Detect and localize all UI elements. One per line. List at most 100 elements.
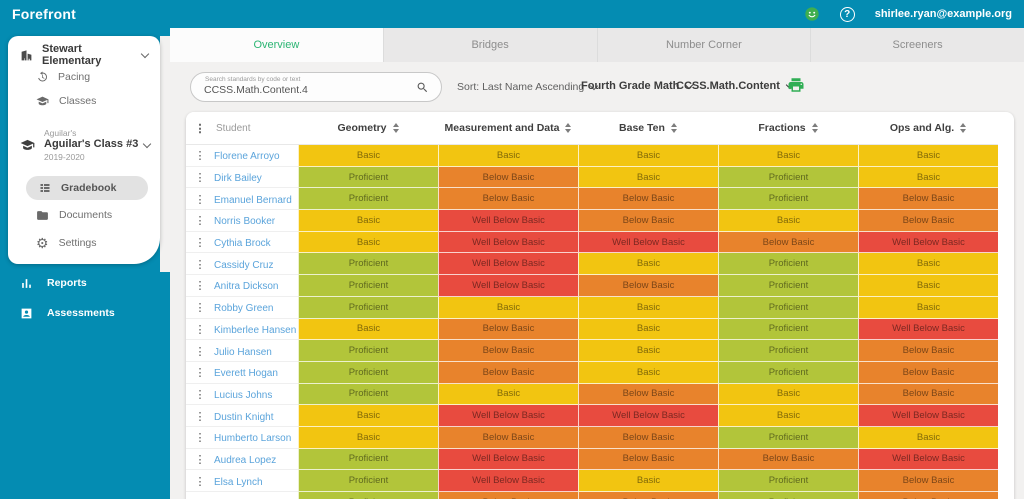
standards-search-input[interactable] <box>204 84 404 96</box>
tab-screeners[interactable]: Screeners <box>810 28 1024 62</box>
score-cell[interactable]: Basic <box>718 383 858 406</box>
score-cell[interactable]: Well Below Basic <box>578 405 718 427</box>
sort-unfold-icon[interactable] <box>960 123 967 133</box>
row-menu-icon[interactable]: ⋮ <box>194 345 206 358</box>
score-cell[interactable]: Basic <box>578 361 718 384</box>
score-cell[interactable]: Below Basic <box>578 210 718 232</box>
score-cell[interactable]: Proficient <box>718 470 858 492</box>
sort-unfold-icon[interactable] <box>670 123 677 133</box>
chat-status-icon[interactable] <box>804 6 820 22</box>
score-cell[interactable]: Well Below Basic <box>578 231 718 254</box>
score-cell[interactable]: Well Below Basic <box>438 253 578 276</box>
score-cell[interactable]: Proficient <box>298 296 438 319</box>
score-cell[interactable]: Well Below Basic <box>438 275 578 297</box>
tab-bridges[interactable]: Bridges <box>382 28 597 62</box>
student-link[interactable]: Elsa Lynch <box>214 476 263 488</box>
score-cell[interactable]: Proficient <box>718 296 858 319</box>
score-cell[interactable]: Basic <box>298 231 438 254</box>
score-cell[interactable]: Basic <box>298 145 438 167</box>
column-header-geometry[interactable]: Geometry <box>298 112 438 145</box>
score-cell[interactable]: Basic <box>578 340 718 362</box>
student-link[interactable]: Kimberlee Hansen <box>214 324 297 336</box>
score-cell[interactable]: Well Below Basic <box>858 231 998 254</box>
user-email[interactable]: shirlee.ryan@example.org <box>874 8 1012 20</box>
score-cell[interactable]: Well Below Basic <box>858 318 998 341</box>
column-header-measurement-and-data[interactable]: Measurement and Data <box>438 112 578 145</box>
score-cell[interactable]: Well Below Basic <box>438 231 578 254</box>
score-cell[interactable]: Basic <box>578 470 718 492</box>
score-cell[interactable]: Proficient <box>718 166 858 189</box>
score-cell[interactable]: Below Basic <box>718 231 858 254</box>
score-cell[interactable]: Well Below Basic <box>438 470 578 492</box>
score-cell[interactable]: Basic <box>578 145 718 167</box>
score-cell[interactable]: Below Basic <box>858 492 998 499</box>
score-cell[interactable]: Below Basic <box>438 188 578 211</box>
sidebar-item-reports[interactable]: Reports <box>0 268 170 298</box>
tab-overview[interactable]: Overview <box>170 28 383 62</box>
score-cell[interactable]: Below Basic <box>578 448 718 471</box>
score-cell[interactable]: Basic <box>298 210 438 232</box>
score-cell[interactable]: Proficient <box>298 448 438 471</box>
score-cell[interactable]: Basic <box>858 145 998 167</box>
score-cell[interactable]: Basic <box>718 210 858 232</box>
sidebar-item-settings[interactable]: ⚙ Settings <box>36 232 97 254</box>
row-menu-icon[interactable]: ⋮ <box>194 172 206 185</box>
row-menu-icon[interactable]: ⋮ <box>194 150 206 163</box>
score-cell[interactable]: Basic <box>858 296 998 319</box>
sort-unfold-icon[interactable] <box>392 123 399 133</box>
score-cell[interactable]: Proficient <box>298 361 438 384</box>
sort-dropdown[interactable]: Sort: Last Name Ascending <box>457 81 599 93</box>
score-cell[interactable]: Proficient <box>718 340 858 362</box>
standards-search-box[interactable]: Search standards by code or text <box>190 72 442 102</box>
score-cell[interactable]: Well Below Basic <box>438 448 578 471</box>
score-cell[interactable]: Proficient <box>298 340 438 362</box>
score-cell[interactable]: Below Basic <box>438 340 578 362</box>
score-cell[interactable]: Basic <box>858 275 998 297</box>
score-cell[interactable]: Below Basic <box>438 166 578 189</box>
score-cell[interactable]: Proficient <box>298 166 438 189</box>
table-menu-icon[interactable]: ⋮ <box>194 123 206 135</box>
student-link[interactable]: Audrea Lopez <box>214 454 277 466</box>
score-cell[interactable]: Below Basic <box>858 210 998 232</box>
score-cell[interactable]: Proficient <box>298 253 438 276</box>
row-menu-icon[interactable]: ⋮ <box>194 388 206 401</box>
score-cell[interactable]: Basic <box>298 318 438 341</box>
score-cell[interactable]: Well Below Basic <box>438 405 578 427</box>
sidebar-item-documents[interactable]: Documents <box>36 204 112 226</box>
school-selector[interactable]: Stewart Elementary <box>14 42 154 68</box>
student-link[interactable]: Lucius Johns <box>214 389 273 401</box>
student-link[interactable]: Emanuel Bernard <box>214 194 292 206</box>
row-menu-icon[interactable]: ⋮ <box>194 302 206 315</box>
score-cell[interactable]: Below Basic <box>578 426 718 449</box>
score-cell[interactable]: Well Below Basic <box>858 405 998 427</box>
score-cell[interactable]: Proficient <box>718 492 858 499</box>
score-cell[interactable]: Basic <box>438 296 578 319</box>
score-cell[interactable]: Basic <box>438 383 578 406</box>
score-cell[interactable]: Basic <box>298 405 438 427</box>
score-cell[interactable]: Proficient <box>718 318 858 341</box>
grade-filter-dropdown[interactable]: Fourth Grade Math <box>581 80 694 92</box>
sort-unfold-icon[interactable] <box>811 123 818 133</box>
score-cell[interactable]: Proficient <box>718 426 858 449</box>
score-cell[interactable]: Proficient <box>718 275 858 297</box>
sidebar-item-gradebook[interactable]: Gradebook <box>26 176 148 200</box>
score-cell[interactable]: Basic <box>718 145 858 167</box>
student-link[interactable]: Humberto Larson <box>214 433 292 445</box>
score-cell[interactable]: Proficient <box>718 361 858 384</box>
row-menu-icon[interactable]: ⋮ <box>194 453 206 466</box>
score-cell[interactable]: Below Basic <box>718 448 858 471</box>
score-cell[interactable]: Basic <box>578 253 718 276</box>
student-link[interactable]: Dustin Knight <box>214 411 274 423</box>
student-link[interactable]: Dirk Bailey <box>214 173 262 185</box>
student-link[interactable]: Robby Green <box>214 303 274 315</box>
score-cell[interactable]: Proficient <box>718 253 858 276</box>
row-menu-icon[interactable]: ⋮ <box>194 215 206 228</box>
sort-unfold-icon[interactable] <box>565 123 572 133</box>
score-cell[interactable]: Below Basic <box>858 470 998 492</box>
score-cell[interactable]: Below Basic <box>578 275 718 297</box>
student-link[interactable]: Florene Arroyo <box>214 151 280 163</box>
class-selector[interactable]: Aguilar's Aguilar's Class #3 2019-2020 <box>14 124 156 166</box>
row-menu-icon[interactable]: ⋮ <box>194 193 206 206</box>
score-cell[interactable]: Proficient <box>298 188 438 211</box>
score-cell[interactable]: Basic <box>578 318 718 341</box>
